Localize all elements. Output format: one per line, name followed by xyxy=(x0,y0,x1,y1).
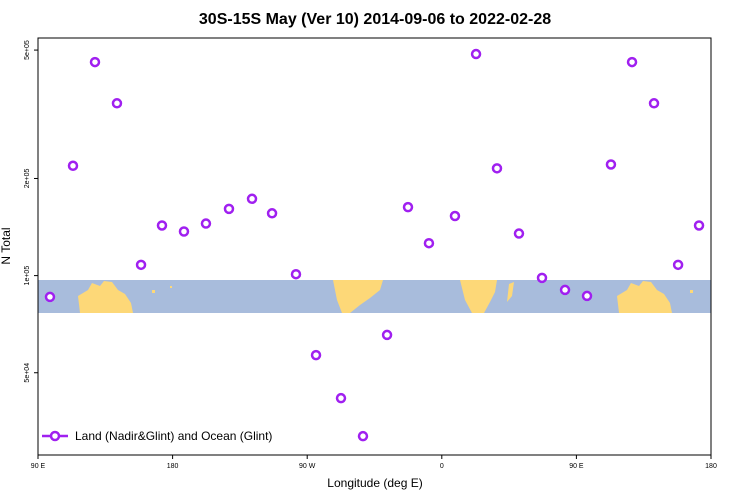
point xyxy=(223,203,235,215)
point xyxy=(67,160,79,172)
y-tick-label: 5e+05 xyxy=(24,40,31,60)
point xyxy=(648,98,660,109)
point xyxy=(491,163,503,174)
x-tick-label: 180 xyxy=(705,463,717,470)
x-tick-label: 90 E xyxy=(31,463,46,470)
point xyxy=(605,159,617,170)
point xyxy=(423,237,435,249)
point xyxy=(581,290,593,302)
point xyxy=(536,272,548,284)
point xyxy=(626,56,638,68)
x-tick-label: 0 xyxy=(440,463,444,470)
x-tick-label: 180 xyxy=(167,463,179,470)
y-axis-label: N Total xyxy=(0,227,13,264)
point xyxy=(559,284,571,296)
point xyxy=(200,218,212,229)
legend-label: Land (Nadir&Glint) and Ocean (Glint) xyxy=(75,429,272,443)
point xyxy=(381,329,393,341)
point xyxy=(111,98,123,109)
plot-frame xyxy=(37,37,712,456)
x-axis-label: Longitude (deg E) xyxy=(327,476,422,490)
x-tick-label: 90 W xyxy=(299,463,316,470)
point xyxy=(449,210,461,222)
point xyxy=(89,56,101,68)
point xyxy=(156,220,168,231)
point xyxy=(135,259,147,271)
point xyxy=(357,430,369,442)
point xyxy=(290,268,302,280)
point xyxy=(178,226,190,237)
point xyxy=(513,228,525,239)
y-tick-label: 2e+05 xyxy=(24,169,31,189)
legend: Land (Nadir&Glint) and Ocean (Glint) xyxy=(42,429,272,443)
point xyxy=(310,349,322,361)
legend-marker xyxy=(49,430,61,442)
point xyxy=(246,193,258,205)
point xyxy=(693,220,705,231)
point xyxy=(672,259,684,271)
x-tick-label: 90 E xyxy=(569,463,584,470)
map-band xyxy=(38,280,711,313)
chart-title: 30S-15S May (Ver 10) 2014-09-06 to 2022-… xyxy=(199,11,551,28)
point xyxy=(402,201,414,213)
point xyxy=(470,48,482,60)
y-tick-label: 5e+04 xyxy=(24,363,31,383)
point xyxy=(266,208,278,219)
point xyxy=(335,392,347,404)
point xyxy=(44,291,56,303)
y-tick-label: 1e+05 xyxy=(24,266,31,286)
